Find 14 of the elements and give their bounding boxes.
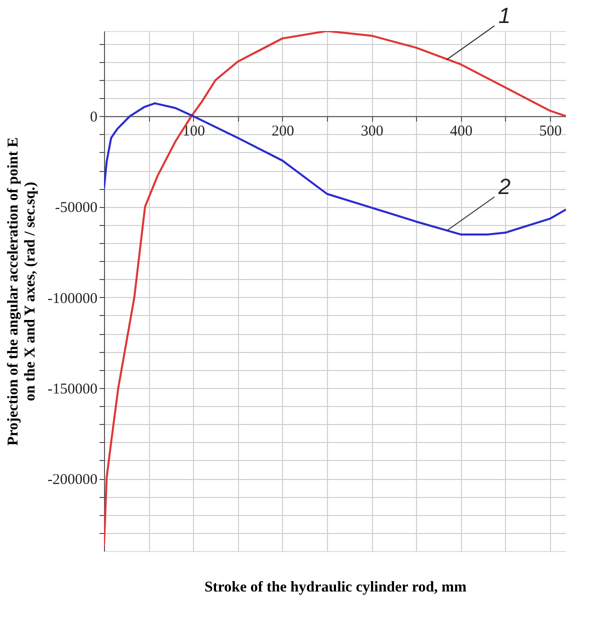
x-tick-label: 200 — [272, 124, 294, 140]
x-tick-label: 500 — [539, 124, 562, 140]
y-tick-label: -50000 — [55, 200, 98, 216]
y-tick-label: -200000 — [48, 472, 98, 488]
x-axis-title: Stroke of the hydraulic cylinder rod, mm — [204, 580, 468, 596]
x-tick-label: 400 — [450, 124, 473, 140]
x-tick-label: 300 — [360, 124, 384, 140]
y-tick-label: -100000 — [48, 290, 98, 307]
annotation: 2 — [497, 174, 511, 199]
x-tick-label: 100 — [182, 124, 205, 140]
annotation: 1 — [498, 2, 511, 28]
y-tick-label: 0 — [90, 110, 98, 126]
y-tick-label: -150000 — [48, 381, 98, 398]
y-axis-title: Projection of the angular acceleration of point E on the X and Y axes, (rad / sec.sq.) — [6, 137, 39, 446]
